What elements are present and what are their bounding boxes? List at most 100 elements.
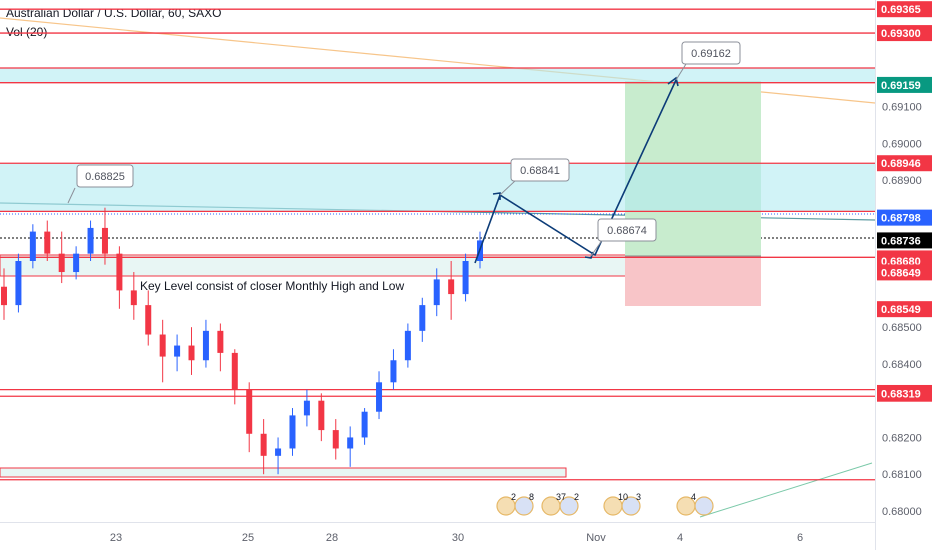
candle[interactable]	[347, 426, 354, 467]
candle[interactable]	[145, 290, 152, 346]
candle[interactable]	[29, 224, 36, 269]
candle[interactable]	[390, 349, 397, 390]
candle[interactable]	[202, 319, 209, 368]
candle-body	[404, 330, 411, 361]
callout-0-69162[interactable]: 0.69162	[675, 41, 741, 81]
candle-body	[73, 253, 80, 273]
candle[interactable]	[58, 231, 65, 284]
price-axis-tick-label: 0.68200	[882, 432, 922, 444]
candle[interactable]	[101, 207, 108, 265]
candle-body	[116, 253, 123, 291]
candle-body	[462, 261, 469, 295]
candle-body	[1, 286, 7, 306]
price-badge[interactable]: 0.69300	[877, 25, 932, 42]
candle[interactable]	[419, 297, 426, 342]
economic-event-marker[interactable]: 37 2	[541, 492, 579, 516]
price-badge[interactable]: 0.68319	[877, 385, 932, 402]
price-badge-label: 0.68798	[881, 213, 921, 225]
callout-0-68841[interactable]: 0.68841	[499, 158, 570, 196]
long-position-stop-zone[interactable]	[625, 256, 761, 306]
candle-body	[361, 411, 368, 438]
candle-body	[130, 290, 137, 306]
time-axis-tick-label: 25	[242, 532, 254, 544]
price-badge-bg	[877, 25, 932, 42]
projection-polyline[interactable]	[474, 79, 677, 264]
green-trend-line[interactable]	[699, 462, 873, 518]
volume-indicator-label[interactable]: Vol (20)	[6, 25, 48, 39]
candle-body	[29, 231, 36, 261]
price-badge-bg	[877, 76, 932, 93]
candle[interactable]	[246, 382, 253, 453]
candle[interactable]	[260, 419, 267, 475]
price-badge-label: 0.68319	[881, 389, 921, 401]
candle[interactable]	[361, 408, 368, 445]
candle-body	[159, 334, 166, 357]
support-resistance-zone[interactable]	[0, 68, 875, 83]
price-axis-tick-label: 0.68000	[882, 506, 922, 518]
bottom-key-level-box[interactable]	[0, 467, 567, 478]
candle-body	[188, 345, 195, 361]
event-count: 8	[529, 492, 534, 502]
price-badge-label: 0.68736	[881, 235, 921, 247]
candle[interactable]	[318, 393, 325, 442]
time-axis-tick-label: 30	[452, 532, 464, 544]
callout-label: 0.68841	[520, 165, 560, 177]
callout-0-68674[interactable]: 0.68674	[590, 218, 657, 257]
economic-event-marker[interactable]: 4	[676, 492, 714, 516]
candle[interactable]	[15, 253, 22, 313]
support-resistance-zone[interactable]	[0, 163, 875, 212]
price-badge[interactable]: 0.68549	[877, 301, 932, 318]
price-badge[interactable]: 0.68736	[877, 232, 932, 249]
candle[interactable]	[130, 272, 137, 320]
candle[interactable]	[44, 220, 51, 261]
candle[interactable]	[231, 349, 238, 405]
candle-body	[174, 345, 181, 357]
price-badge[interactable]: 0.68649	[877, 264, 932, 281]
candle-body	[419, 305, 426, 331]
candle[interactable]	[87, 220, 94, 261]
candle-body	[275, 448, 282, 456]
event-count: 37	[556, 492, 566, 502]
price-badge[interactable]: 0.69365	[877, 1, 932, 18]
candle-body	[318, 400, 325, 431]
price-badge-bg	[877, 301, 932, 318]
candle[interactable]	[1, 268, 7, 320]
candle-body	[246, 389, 253, 434]
candle[interactable]	[433, 268, 440, 317]
candle[interactable]	[188, 327, 195, 375]
time-axis-tick-label: 4	[677, 532, 683, 544]
price-badge[interactable]: 0.68946	[877, 155, 932, 172]
candle[interactable]	[289, 408, 296, 456]
candle[interactable]	[462, 253, 469, 302]
candle[interactable]	[116, 246, 123, 309]
candle[interactable]	[275, 437, 282, 475]
au-flag-icon	[694, 496, 714, 516]
candle-body	[303, 400, 310, 416]
callout-label: 0.69162	[691, 48, 731, 60]
candle[interactable]	[217, 323, 224, 372]
candle-body	[289, 415, 296, 449]
candle[interactable]	[159, 319, 166, 383]
key-level-box[interactable]	[0, 254, 629, 277]
candle[interactable]	[73, 246, 80, 280]
candle[interactable]	[376, 371, 383, 420]
economic-event-marker[interactable]: 10 3	[603, 492, 641, 516]
candle[interactable]	[404, 323, 411, 368]
price-axis-tick-label: 0.68100	[882, 469, 922, 481]
price-badge[interactable]: 0.68798	[877, 209, 932, 226]
candle-body	[217, 330, 224, 353]
callout-label: 0.68825	[85, 171, 125, 183]
au-flag-icon	[559, 496, 579, 516]
candle[interactable]	[303, 389, 310, 427]
price-badge[interactable]: 0.69159	[877, 76, 932, 93]
candle[interactable]	[332, 419, 339, 460]
callout-label: 0.68674	[607, 225, 647, 237]
price-axis-tick-label: 0.68500	[882, 322, 922, 334]
callout-0-68825[interactable]: 0.68825	[67, 164, 134, 204]
candle-body	[260, 433, 267, 456]
candle[interactable]	[448, 261, 455, 320]
price-badge-bg	[877, 209, 932, 226]
candle[interactable]	[174, 334, 181, 372]
